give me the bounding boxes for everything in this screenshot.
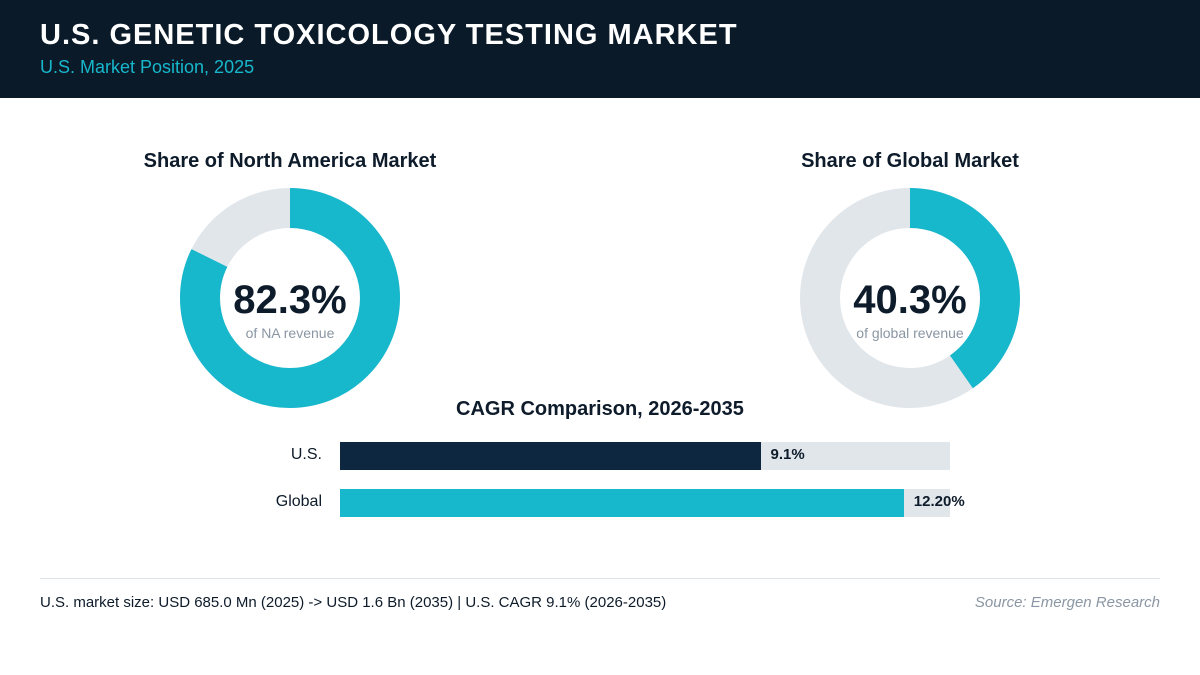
bar-track: 9.1% bbox=[340, 442, 950, 470]
bar-track: 12.20% bbox=[340, 489, 965, 517]
footer-note: U.S. market size: USD 685.0 Mn (2025) ->… bbox=[40, 594, 667, 611]
na-share-donut-chart: Share of North America Market 82.3% of N… bbox=[140, 150, 440, 408]
bar-category-label: U.S. bbox=[290, 446, 322, 463]
donut-svg: 82.3% of NA revenue bbox=[180, 188, 400, 408]
bar-row-global: Global 12.20% bbox=[0, 489, 1200, 517]
page-subtitle: U.S. Market Position, 2025 bbox=[40, 57, 255, 77]
donut-svg: 40.3% of global revenue bbox=[800, 188, 1020, 408]
bar-value-label: 9.1% bbox=[770, 446, 805, 463]
donut-caption: of global revenue bbox=[856, 325, 964, 341]
bar-global bbox=[340, 489, 904, 517]
bar-value-label: 12.20% bbox=[913, 493, 965, 510]
donut-caption: of NA revenue bbox=[246, 325, 335, 341]
cagr-bar-chart: CAGR Comparison, 2026-2035 U.S. 9.1% Glo… bbox=[0, 398, 1200, 517]
bar-row-us: U.S. 9.1% bbox=[0, 442, 1200, 470]
donut-title: Share of Global Market bbox=[801, 150, 1019, 172]
global-share-donut-chart: Share of Global Market 40.3% of global r… bbox=[760, 150, 1060, 408]
bar-chart-title: CAGR Comparison, 2026-2035 bbox=[456, 398, 744, 420]
bar-category-label: Global bbox=[275, 493, 322, 510]
donut-percentage: 40.3% bbox=[853, 278, 966, 322]
page-title: U.S. GENETIC TOXICOLOGY TESTING MARKET bbox=[40, 19, 738, 51]
source-credit: Source: Emergen Research bbox=[974, 594, 1160, 611]
donut-value-arc bbox=[180, 188, 400, 408]
footer-divider bbox=[40, 578, 1160, 579]
donut-percentage: 82.3% bbox=[233, 278, 346, 322]
bar-us bbox=[340, 442, 761, 470]
donut-title: Share of North America Market bbox=[143, 150, 437, 172]
header-banner: U.S. GENETIC TOXICOLOGY TESTING MARKET U… bbox=[0, 0, 1200, 98]
donut-value-arc bbox=[800, 188, 1020, 408]
